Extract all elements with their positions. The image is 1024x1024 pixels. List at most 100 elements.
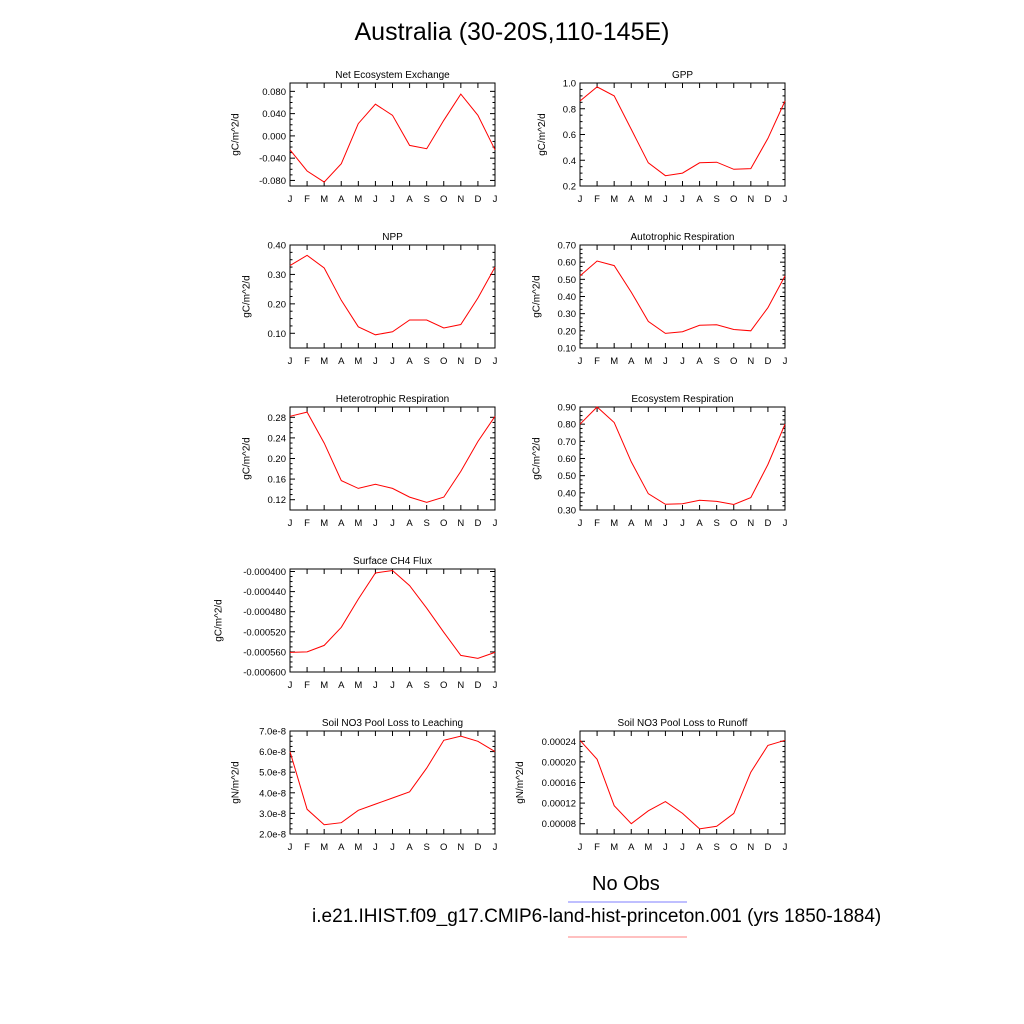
x-tick-label: O [730,518,737,529]
x-tick-label: D [764,194,771,205]
y-tick-label: 0.2 [563,182,576,193]
x-tick-label: J [663,356,668,367]
figure-title: Australia (30-20S,110-145E) [354,18,670,46]
x-tick-label: A [628,356,635,367]
y-axis-label: gN/m^2/d [230,761,241,804]
x-tick-label: D [474,680,481,691]
series-line [579,86,786,177]
y-tick-label: 0.40 [268,241,287,252]
y-tick-label: 0.00016 [542,778,576,789]
x-tick-label: J [680,842,685,853]
x-tick-label: J [783,842,788,853]
x-tick-label: J [288,680,293,691]
y-tick-label: 0.12 [268,495,287,506]
series-line [289,254,496,336]
series-line [289,93,496,183]
x-tick-label: O [730,356,737,367]
x-tick-label: S [423,194,429,205]
x-tick-label: M [354,680,362,691]
y-tick-label: -0.000520 [243,627,286,638]
x-tick-label: M [644,356,652,367]
x-tick-label: N [747,356,754,367]
y-tick-label: 0.28 [268,413,287,424]
x-tick-label: M [610,842,618,853]
y-axis-label: gN/m^2/d [515,761,526,804]
y-tick-label: 3.0e-8 [259,809,286,820]
x-tick-label: D [474,356,481,367]
plot-frame [579,406,786,511]
plot-frame [289,244,496,349]
panel-title: Soil NO3 Pool Loss to Leaching [322,718,463,729]
panel-title: Surface CH4 Flux [353,556,432,567]
x-tick-label: M [610,194,618,205]
x-tick-label: J [493,356,498,367]
y-tick-label: 0.90 [558,403,577,414]
series-line [289,411,496,503]
y-axis-label: gC/m^2/d [230,113,241,156]
y-tick-label: 0.00008 [542,819,576,830]
x-tick-label: F [304,194,310,205]
x-tick-label: N [457,194,464,205]
series-line [289,569,496,659]
x-tick-label: N [457,518,464,529]
series-line [579,406,786,506]
x-tick-label: F [304,356,310,367]
y-tick-label: 0.30 [268,270,287,281]
x-tick-label: J [493,518,498,529]
y-tick-label: 0.8 [563,104,576,115]
x-tick-label: A [406,356,413,367]
x-tick-label: O [730,194,737,205]
x-tick-label: N [747,518,754,529]
x-tick-label: S [423,842,429,853]
y-tick-label: 0.70 [558,241,577,252]
y-tick-label: 0.20 [558,326,577,337]
x-tick-label: J [663,518,668,529]
y-tick-label: 0.30 [558,309,577,320]
x-tick-label: M [610,356,618,367]
x-tick-label: A [696,194,703,205]
x-tick-label: F [594,356,600,367]
x-tick-label: A [628,194,635,205]
x-tick-label: J [390,842,395,853]
x-tick-label: A [696,356,703,367]
x-tick-label: M [354,356,362,367]
panel-title: GPP [672,70,693,81]
y-axis-label: gC/m^2/d [532,275,543,318]
y-tick-label: -0.000440 [243,587,286,598]
series-line [579,739,786,830]
x-tick-label: J [390,194,395,205]
x-tick-label: D [474,518,481,529]
y-tick-label: 0.50 [558,275,577,286]
x-tick-label: A [338,356,345,367]
x-tick-label: A [338,518,345,529]
y-tick-label: 0.80 [558,420,577,431]
x-tick-label: A [338,842,345,853]
x-tick-label: F [594,842,600,853]
x-tick-label: N [457,680,464,691]
x-tick-label: S [713,518,719,529]
x-tick-label: D [474,194,481,205]
x-tick-label: S [423,680,429,691]
x-tick-label: F [594,194,600,205]
y-tick-label: 0.000 [262,131,286,142]
x-tick-label: J [783,518,788,529]
x-tick-label: M [320,194,328,205]
y-tick-label: 0.10 [268,329,287,340]
x-tick-label: J [288,194,293,205]
x-tick-label: A [338,194,345,205]
y-tick-label: 2.0e-8 [259,830,286,841]
y-tick-label: 6.0e-8 [259,747,286,758]
y-axis-label: gC/m^2/d [537,113,548,156]
y-tick-label: 0.24 [268,433,287,444]
x-tick-label: F [594,518,600,529]
y-tick-label: 0.10 [558,344,577,355]
x-tick-label: J [578,518,583,529]
y-tick-label: -0.000560 [243,647,286,658]
plot-frame [579,730,786,835]
y-tick-label: 0.60 [558,454,577,465]
x-tick-label: J [578,356,583,367]
y-tick-label: 0.00024 [542,737,576,748]
x-tick-label: O [440,680,447,691]
y-tick-label: 0.00012 [542,799,576,810]
y-tick-label: -0.080 [259,176,286,187]
